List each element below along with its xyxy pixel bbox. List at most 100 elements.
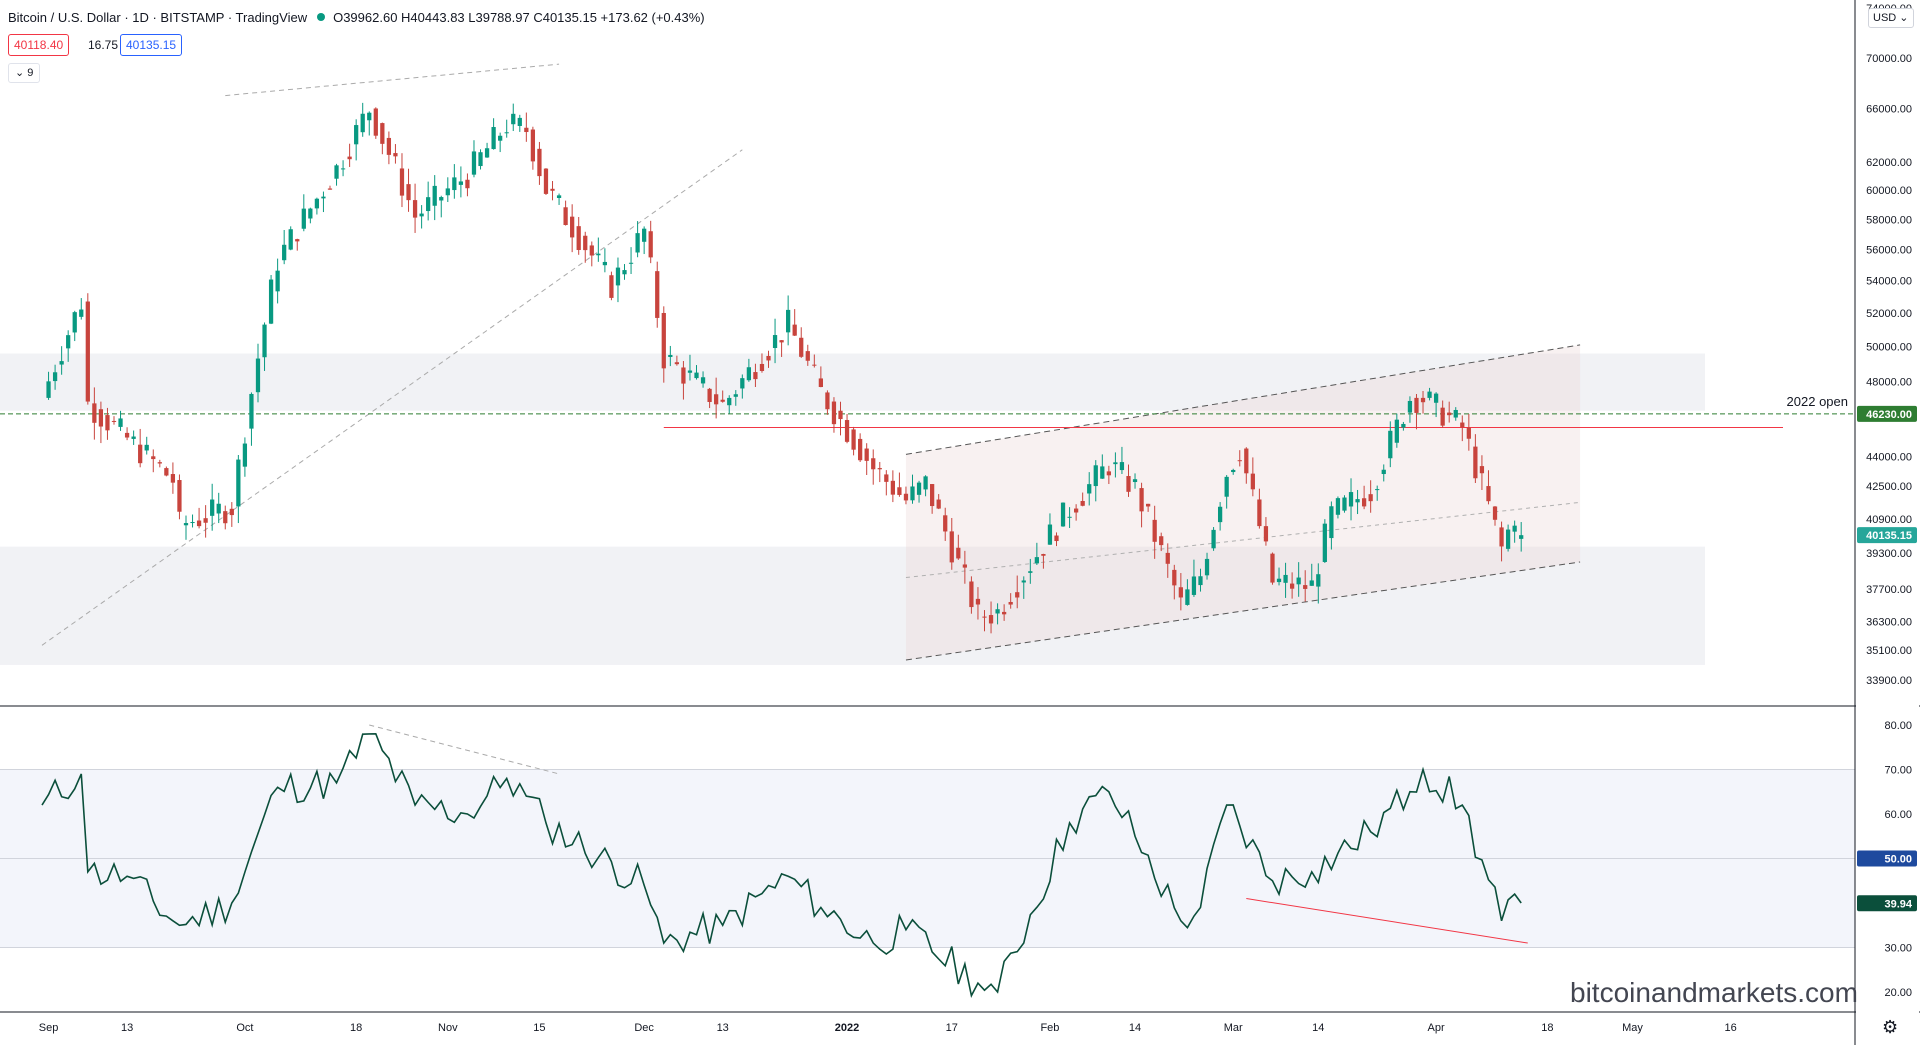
candle-body [1152,519,1157,542]
candle-body [576,226,581,251]
candle-body [59,361,64,365]
candle-body [1348,492,1354,507]
candle-body [530,129,536,162]
candle-body [812,364,817,366]
candle-body [772,335,778,349]
symbol-title[interactable]: Bitcoin / U.S. Dollar · 1D · BITSTAMP · … [8,10,308,25]
candle-body [681,367,686,384]
rsi-tick-label: 80.00 [1884,720,1912,732]
candle-body [1388,430,1393,459]
candle-body [118,418,123,427]
candle-body [1008,601,1013,605]
candle-body [1342,497,1347,511]
time-tick-label: 13 [121,1022,133,1034]
ask-price[interactable]: 40135.15 [120,34,183,56]
candle-body [1433,393,1439,403]
candle-body [668,354,673,357]
candle-body [1178,587,1183,598]
candle-body [386,137,392,155]
candle-body [786,309,791,333]
rsi-trendline [1246,898,1528,944]
candle-body [740,378,745,389]
candle-body [851,429,856,450]
candle-body [478,152,483,167]
candle-body [1289,583,1295,589]
candle-body [602,261,608,266]
candle-body [753,372,758,380]
price-axis-bg [1856,0,1919,1045]
candle-body [583,235,588,251]
candle-body [1217,506,1223,523]
price-tick-label: 39300.00 [1866,548,1912,560]
candle-body [1486,486,1491,502]
rsi-pane[interactable] [0,724,1855,998]
candle-body [1309,580,1314,586]
candle-body [484,148,490,158]
candle-body [236,459,241,507]
candle-body [1002,611,1007,615]
candle-body [131,436,136,439]
candle-body [1074,508,1079,513]
candle-body [1198,576,1203,586]
time-tick-label: Apr [1428,1022,1445,1034]
rsi-value-tag-bg [1857,895,1917,912]
candle-body [1054,535,1059,542]
candle-body [223,511,228,524]
currency-selector[interactable]: USD ⌄ [1868,8,1914,28]
ohlc-readout: O39962.60 H40443.83 L39788.97 C40135.15 … [333,10,705,25]
candle-body [779,340,784,343]
candle-body [85,301,90,402]
price-tick-label: 36300.00 [1866,616,1912,628]
candle-body [1505,529,1511,549]
time-tick-label: Sep [39,1022,59,1034]
market-status-icon [317,13,326,21]
candle-body [196,520,202,527]
year-open-price-tag-bg [1857,405,1917,422]
candle-body [517,117,522,126]
time-tick-label: Dec [634,1022,654,1034]
bid-price[interactable]: 40118.40 [8,34,70,56]
candle-body [550,188,555,191]
trendline [225,63,560,97]
candle-body [1106,471,1111,476]
candle-body [995,609,1000,614]
price-tick-label: 37700.00 [1866,584,1912,596]
settings-gear-icon[interactable]: ⚙ [1882,1017,1899,1037]
candle-body [124,432,130,438]
candle-body [262,324,267,358]
candle-body [46,381,51,398]
candle-body [1172,569,1177,586]
candle-body [321,196,326,199]
candle-body [720,399,725,402]
price-pane[interactable]: 2022 open [0,63,1855,665]
candle-body [589,245,594,256]
candle-body [700,377,706,384]
candle-body [818,378,823,388]
candle-body [1361,498,1367,507]
indicators-toggle-button[interactable]: ⌄ 9 [8,63,41,83]
candle-body [694,372,699,379]
rsi-value-tag: 39.94 [1884,898,1912,910]
candle-body [412,200,418,218]
rsi-tick-label: 30.00 [1884,943,1912,955]
rsi-tick-label: 20.00 [1884,987,1912,999]
candle-body [916,482,922,495]
candle-body [988,615,994,624]
candle-body [923,476,928,490]
rsi-midline-tag-bg [1857,850,1917,867]
candle-body [1303,585,1308,589]
candle-body [858,438,863,461]
candle-body [1028,571,1033,573]
candle-body [373,108,378,136]
candle-body [766,355,771,361]
price-tick-label: 52000.00 [1866,308,1912,320]
candle-body [642,228,647,242]
candle-body [138,444,143,464]
price-tick-label: 50000.00 [1866,342,1912,354]
candle-body [92,403,97,423]
candle-body [1100,466,1105,479]
candle-body [543,168,549,194]
candle-body [72,312,77,333]
channel-upper-line [905,344,1581,455]
